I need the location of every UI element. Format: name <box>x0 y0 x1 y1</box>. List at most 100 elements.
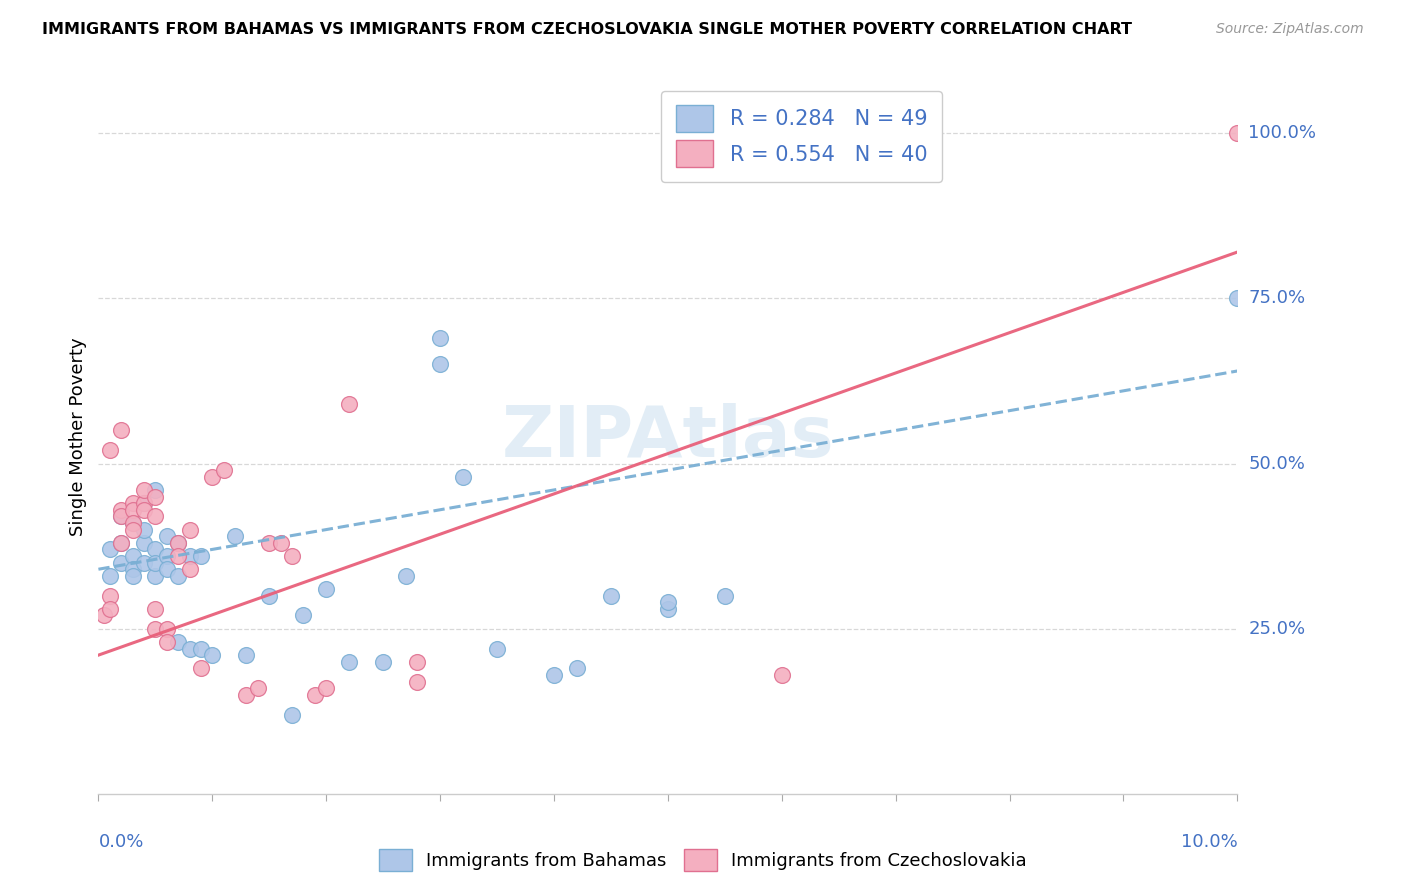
Point <box>98 443 121 458</box>
Point <box>315 681 337 695</box>
Text: IMMIGRANTS FROM BAHAMAS VS IMMIGRANTS FROM CZECHOSLOVAKIA SINGLE MOTHER POVERTY : IMMIGRANTS FROM BAHAMAS VS IMMIGRANTS FR… <box>42 22 1132 37</box>
Point <box>224 529 246 543</box>
Point <box>281 549 304 563</box>
Point <box>451 469 474 483</box>
Point <box>190 549 212 563</box>
Point <box>167 536 190 550</box>
Point <box>121 549 143 563</box>
Legend: R = 0.284   N = 49, R = 0.554   N = 40: R = 0.284 N = 49, R = 0.554 N = 40 <box>661 91 942 182</box>
Point <box>110 509 132 524</box>
Point <box>337 655 360 669</box>
Point <box>121 523 143 537</box>
Point <box>259 589 281 603</box>
Point <box>98 542 121 557</box>
Point <box>121 569 143 583</box>
Text: 75.0%: 75.0% <box>1249 289 1306 308</box>
Point <box>145 622 167 636</box>
Point <box>132 556 155 570</box>
Point <box>145 483 167 497</box>
Point <box>156 562 179 576</box>
Point <box>1226 291 1249 305</box>
Point <box>429 331 451 345</box>
Point <box>93 608 115 623</box>
Point <box>600 589 623 603</box>
Point <box>121 562 143 576</box>
Point <box>315 582 337 596</box>
Point <box>270 536 292 550</box>
Point <box>132 502 155 516</box>
Point <box>110 536 132 550</box>
Point <box>235 688 257 702</box>
Point <box>156 549 179 563</box>
Point <box>246 681 269 695</box>
Point <box>406 674 429 689</box>
Legend: Immigrants from Bahamas, Immigrants from Czechoslovakia: Immigrants from Bahamas, Immigrants from… <box>371 842 1035 879</box>
Point <box>156 635 179 649</box>
Point <box>156 622 179 636</box>
Point <box>110 536 132 550</box>
Point <box>121 502 143 516</box>
Point <box>110 509 132 524</box>
Point <box>235 648 257 662</box>
Point <box>657 602 679 616</box>
Point <box>179 523 201 537</box>
Point <box>145 542 167 557</box>
Point <box>98 602 121 616</box>
Point <box>167 635 190 649</box>
Point <box>179 562 201 576</box>
Point <box>395 569 418 583</box>
Point <box>145 490 167 504</box>
Point <box>121 496 143 510</box>
Text: 0.0%: 0.0% <box>98 833 143 851</box>
Text: ZIPAtlas: ZIPAtlas <box>502 402 834 472</box>
Text: 100.0%: 100.0% <box>1249 124 1316 142</box>
Point <box>132 496 155 510</box>
Point <box>167 549 190 563</box>
Point <box>212 463 235 477</box>
Point <box>110 502 132 516</box>
Text: 10.0%: 10.0% <box>1181 833 1237 851</box>
Point <box>156 529 179 543</box>
Point <box>110 424 132 438</box>
Point <box>259 536 281 550</box>
Point <box>1226 126 1249 140</box>
Point <box>98 589 121 603</box>
Text: 50.0%: 50.0% <box>1249 455 1305 473</box>
Point <box>121 516 143 530</box>
Point <box>132 496 155 510</box>
Point <box>190 641 212 656</box>
Point <box>190 661 212 675</box>
Point <box>121 516 143 530</box>
Point <box>373 655 395 669</box>
Point <box>201 469 224 483</box>
Point <box>132 523 155 537</box>
Point <box>543 668 565 682</box>
Point <box>304 688 326 702</box>
Point <box>145 602 167 616</box>
Y-axis label: Single Mother Poverty: Single Mother Poverty <box>69 338 87 536</box>
Point <box>337 397 360 411</box>
Point <box>179 549 201 563</box>
Point <box>167 569 190 583</box>
Point <box>565 661 588 675</box>
Point <box>770 668 793 682</box>
Point <box>429 358 451 372</box>
Point <box>145 556 167 570</box>
Text: Source: ZipAtlas.com: Source: ZipAtlas.com <box>1216 22 1364 37</box>
Point <box>110 556 132 570</box>
Point <box>201 648 224 662</box>
Point <box>406 655 429 669</box>
Point <box>98 569 121 583</box>
Point <box>132 536 155 550</box>
Point <box>145 509 167 524</box>
Point <box>132 483 155 497</box>
Point <box>281 707 304 722</box>
Point <box>145 569 167 583</box>
Point <box>770 145 793 160</box>
Point <box>292 608 315 623</box>
Point <box>179 641 201 656</box>
Text: 25.0%: 25.0% <box>1249 620 1306 638</box>
Point <box>714 589 737 603</box>
Point <box>167 536 190 550</box>
Point <box>486 641 509 656</box>
